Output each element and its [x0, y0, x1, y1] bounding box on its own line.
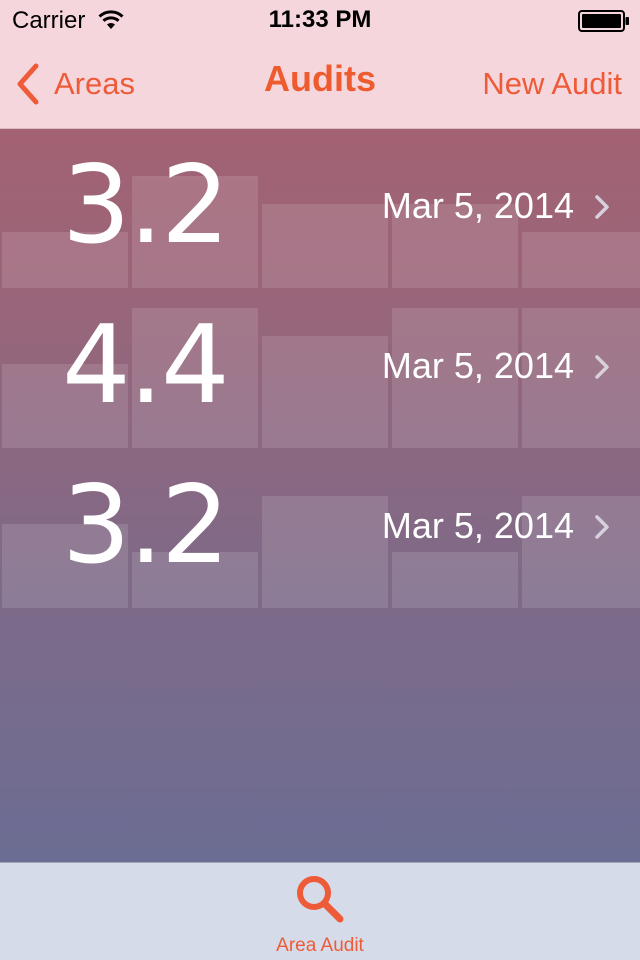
bg-tile [262, 496, 388, 608]
new-audit-button[interactable]: New Audit [482, 66, 622, 101]
audit-list: 3.2 Mar 5, 2014 4.4 Mar 5, 2014 3.2 Mar … [0, 128, 640, 608]
chevron-right-icon [595, 355, 609, 379]
background-tiles [0, 128, 640, 608]
audit-row[interactable]: 3.2 Mar 5, 2014 [0, 128, 640, 288]
audit-date: Mar 5, 2014 [381, 505, 574, 546]
search-icon [297, 876, 344, 923]
audit-score: 3.2 [62, 143, 230, 268]
status-bar: Carrier 11:33 PM [0, 0, 640, 40]
bg-tile [262, 336, 388, 448]
status-time: 11:33 PM [268, 6, 372, 33]
bg-tile [522, 232, 640, 288]
bg-tile [132, 552, 258, 608]
tab-label: Area Audit [276, 935, 364, 956]
bg-tile [392, 308, 518, 448]
bg-tile [522, 308, 640, 448]
battery-icon [578, 10, 629, 32]
bg-tile [2, 364, 128, 448]
bg-tile [392, 204, 518, 288]
audit-row[interactable]: 4.4 Mar 5, 2014 [0, 288, 640, 448]
bg-tile [392, 552, 518, 608]
bg-tile [132, 308, 258, 448]
bg-tile [132, 176, 258, 288]
back-button-label: Areas [54, 66, 135, 101]
navigation-bar: Areas Audits New Audit [0, 40, 640, 128]
chevron-right-icon [595, 515, 609, 539]
back-button[interactable]: Areas [14, 60, 135, 108]
tab-area-audit[interactable]: Area Audit [240, 863, 400, 960]
chevron-right-icon [595, 195, 609, 219]
audit-score: 3.2 [62, 463, 230, 588]
audit-date: Mar 5, 2014 [381, 185, 574, 226]
bg-tile [262, 204, 388, 288]
tab-bar: Area Audit [0, 862, 640, 960]
carrier-label: Carrier [12, 7, 86, 34]
bg-tile [2, 232, 128, 288]
audit-date: Mar 5, 2014 [381, 345, 574, 386]
bg-tile [2, 524, 128, 608]
audit-score: 4.4 [62, 303, 230, 428]
audit-row[interactable]: 3.2 Mar 5, 2014 [0, 448, 640, 608]
wifi-icon [98, 10, 124, 29]
chevron-left-icon [17, 63, 39, 105]
top-bar: Carrier 11:33 PM Areas Audits New Audi [0, 0, 640, 129]
bg-tile [522, 496, 640, 608]
